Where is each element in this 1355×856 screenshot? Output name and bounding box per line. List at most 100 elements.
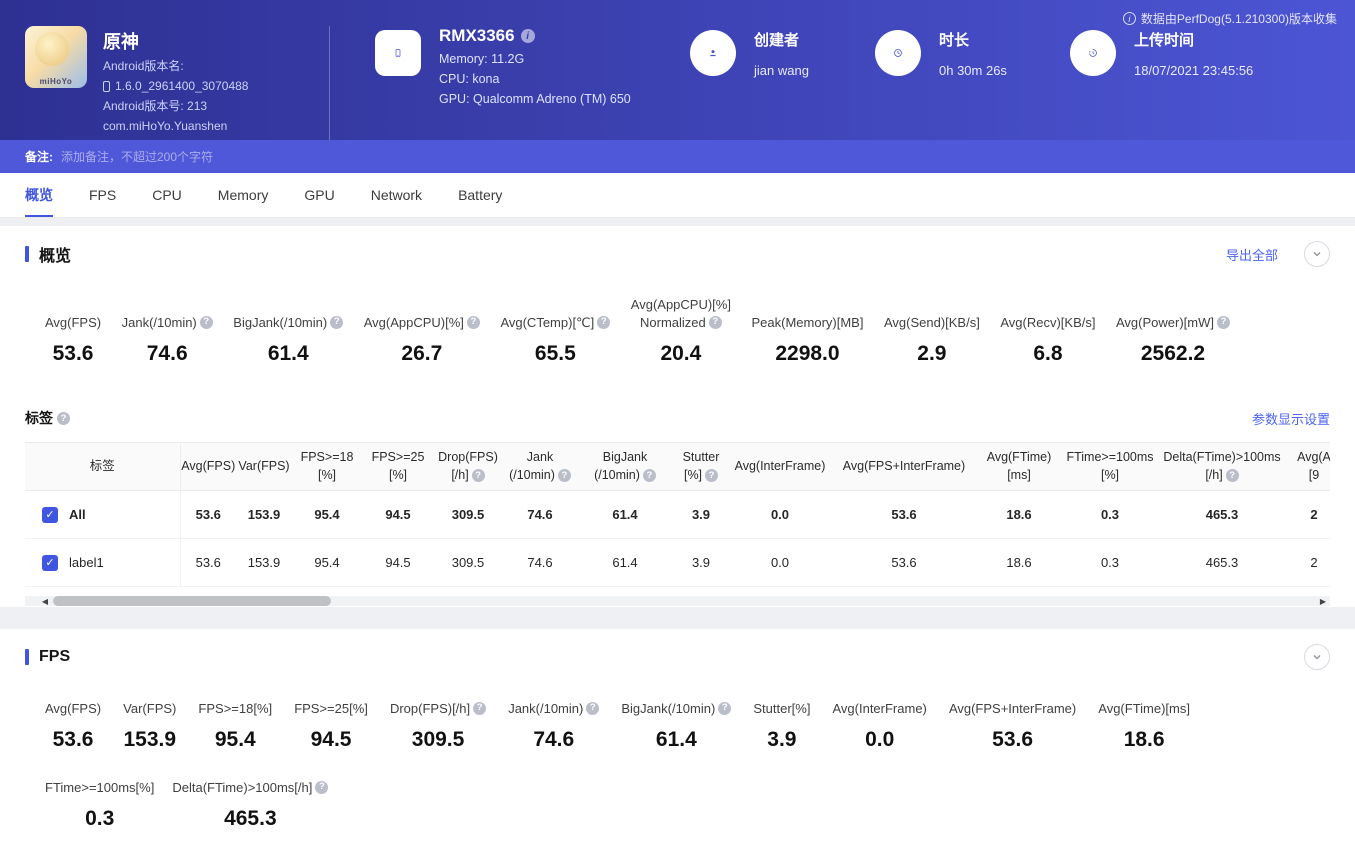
metric-value: 61.4: [233, 342, 343, 366]
table-header-cell: FTime>=100ms[%]: [1060, 443, 1160, 491]
table-cell: 153.9: [236, 491, 292, 539]
app-icon-art: [35, 32, 69, 66]
device-memory: Memory: 11.2G: [439, 52, 631, 66]
header-line: Drop(FPS): [438, 449, 498, 467]
table-cell: 465.3: [1160, 539, 1284, 587]
tab-label: Network: [371, 187, 422, 203]
metric-value: 53.6: [949, 728, 1076, 752]
metric-label-line: FTime>=100ms[%]: [45, 779, 154, 797]
row-checkbox[interactable]: ✓: [42, 507, 58, 523]
table-header-cell: Avg(FTime)[ms]: [978, 443, 1060, 491]
metric-label-line: FPS>=25[%]: [294, 700, 368, 718]
help-icon[interactable]: ?: [718, 702, 731, 715]
tab-fps[interactable]: FPS: [89, 173, 116, 217]
device-gpu: GPU: Qualcomm Adreno (TM) 650: [439, 92, 631, 106]
table-header-cell: Var(FPS): [236, 443, 292, 491]
help-icon[interactable]: ?: [467, 316, 480, 329]
fps-collapse-button[interactable]: [1304, 644, 1330, 670]
tab-overview[interactable]: 概览: [25, 173, 53, 217]
perfdog-version-note: i 数据由PerfDog(5.1.210300)版本收集: [1123, 10, 1337, 27]
metric-label-line: Avg(AppCPU)[%]?: [364, 314, 480, 332]
help-icon[interactable]: ?: [315, 781, 328, 794]
help-icon[interactable]: ?: [709, 316, 722, 329]
scroll-right-icon[interactable]: ▶: [1316, 595, 1330, 607]
help-icon[interactable]: ?: [705, 469, 718, 482]
tab-label: Battery: [458, 187, 502, 203]
help-icon[interactable]: ?: [1217, 316, 1230, 329]
metric-label-line: Jank(/10min)?: [122, 314, 213, 332]
metric-value: 53.6: [45, 728, 101, 752]
header-line: BigJank: [582, 449, 668, 467]
table-cell: 18.6: [978, 491, 1060, 539]
metric-value: 6.8: [1000, 342, 1095, 366]
metric-value: 74.6: [508, 728, 599, 752]
device-info-icon[interactable]: i: [521, 29, 535, 43]
remark-input[interactable]: 添加备注，不超过200个字符: [61, 148, 213, 165]
help-icon[interactable]: ?: [200, 316, 213, 329]
metric-value: 2.9: [884, 342, 980, 366]
help-icon[interactable]: ?: [472, 469, 485, 482]
android-version-value: 1.6.0_2961400_3070488: [115, 79, 248, 94]
table-cell: 18.6: [978, 539, 1060, 587]
param-display-settings-link[interactable]: 参数显示设置: [1252, 409, 1330, 428]
table-cell: 465.3: [1160, 491, 1284, 539]
help-icon[interactable]: ?: [57, 412, 70, 425]
row-checkbox[interactable]: ✓: [42, 555, 58, 571]
metric: Avg(AppCPU)[%]Normalized?20.4: [631, 296, 731, 366]
table-header-cell: BigJank(/10min)?: [578, 443, 672, 491]
help-icon[interactable]: ?: [643, 469, 656, 482]
tab-cpu[interactable]: CPU: [152, 173, 182, 217]
metric-label-line: Avg(FPS+InterFrame): [949, 700, 1076, 718]
tab-label: 概览: [25, 185, 53, 205]
metric-label-line: Avg(AppCPU)[%]: [631, 296, 731, 314]
info-icon: i: [1123, 12, 1136, 25]
android-build-label: Android版本号: 213: [103, 99, 248, 114]
table-header-cell: FPS>=18[%]: [292, 443, 362, 491]
upload-block: 上传时间 18/07/2021 23:45:56: [1070, 26, 1253, 140]
table-header-cell: Avg(InterFrame): [730, 443, 830, 491]
tab-network[interactable]: Network: [371, 173, 422, 217]
help-icon[interactable]: ?: [586, 702, 599, 715]
header-line: (/10min)?: [506, 467, 574, 485]
table-cell: 153.9: [236, 539, 292, 587]
metric-label-line: Normalized?: [640, 314, 722, 332]
table-cell: 94.5: [362, 539, 434, 587]
app-icon: miHoYo: [25, 26, 87, 88]
labels-table: 标签Avg(FPS)Var(FPS)FPS>=18[%]FPS>=25[%]Dr…: [25, 442, 1330, 587]
help-icon[interactable]: ?: [1226, 469, 1239, 482]
overview-collapse-button[interactable]: [1304, 241, 1330, 267]
header-line: FPS>=25: [366, 449, 430, 467]
header-line: Avg(FPS+InterFrame): [834, 458, 974, 476]
tab-gpu[interactable]: GPU: [304, 173, 334, 217]
metric-label: Jank(/10min)?: [508, 699, 599, 717]
table-header-cell: Avg(FPS): [180, 443, 236, 491]
metric-value: 465.3: [172, 807, 328, 831]
metric-label-line: Avg(Power)[mW]?: [1116, 314, 1230, 332]
metric-value: 18.6: [1098, 728, 1190, 752]
metric-label: Avg(InterFrame): [832, 699, 926, 717]
table-cell: 309.5: [434, 539, 502, 587]
scroll-left-icon[interactable]: ◀: [38, 595, 52, 607]
header-line: Avg(FPS): [185, 458, 233, 476]
export-all-link[interactable]: 导出全部: [1226, 245, 1278, 264]
title-accent-bar: [25, 649, 29, 665]
help-icon[interactable]: ?: [558, 469, 571, 482]
tab-battery[interactable]: Battery: [458, 173, 502, 217]
metric: Drop(FPS)[/h]?309.5: [390, 699, 486, 752]
metric-label: FPS>=18[%]: [198, 699, 272, 717]
header-line: [9: [1288, 467, 1330, 485]
metric-label: Avg(AppCPU)[%]?: [364, 313, 480, 331]
table-row: ✓label153.6153.995.494.5309.574.661.43.9…: [25, 539, 1330, 587]
help-icon[interactable]: ?: [597, 316, 610, 329]
scrollbar-thumb[interactable]: [53, 596, 331, 606]
tab-memory[interactable]: Memory: [218, 173, 269, 217]
help-icon[interactable]: ?: [330, 316, 343, 329]
table-cell: 3.9: [672, 491, 730, 539]
metric-value: 2298.0: [751, 342, 863, 366]
metric-label-line: Jank(/10min)?: [508, 700, 599, 718]
metric-label: Avg(Recv)[KB/s]: [1000, 313, 1095, 331]
metric: BigJank(/10min)?61.4: [621, 699, 731, 752]
metric: BigJank(/10min)?61.4: [233, 313, 343, 366]
help-icon[interactable]: ?: [473, 702, 486, 715]
header-line: [%]: [296, 467, 358, 485]
